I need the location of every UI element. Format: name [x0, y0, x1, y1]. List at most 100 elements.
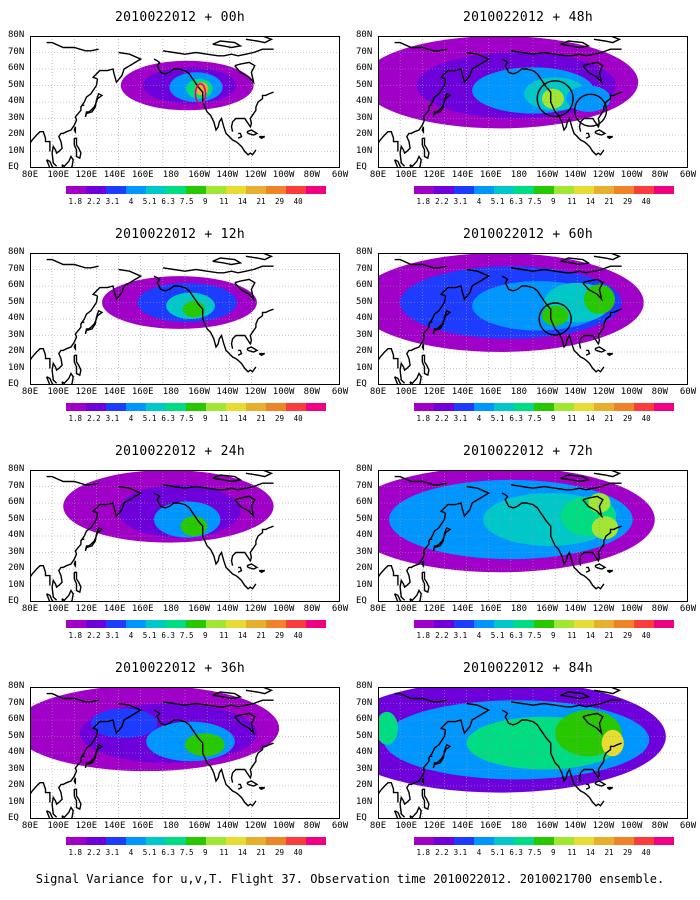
colorbar-label: 3.1	[105, 848, 120, 857]
coastline	[51, 295, 99, 384]
colorbar-label: 5.1	[142, 414, 157, 423]
colorbar-label: 29	[275, 414, 285, 423]
coastline	[582, 712, 604, 736]
colorbar-swatch	[614, 620, 634, 628]
longitude-label: 160W	[188, 821, 210, 831]
variance-contour	[185, 733, 225, 757]
longitude-label: 60W	[331, 604, 349, 614]
colorbar-label: 14	[237, 848, 247, 857]
coastline	[162, 265, 274, 274]
coastline	[594, 780, 607, 787]
longitude-label: 80E	[21, 387, 39, 397]
colorbar-swatch	[534, 403, 554, 411]
variance-map	[378, 36, 688, 168]
colorbar-swatch	[534, 837, 554, 845]
colorbar-swatch	[86, 837, 106, 845]
colorbar-swatch	[614, 186, 634, 194]
colorbar-label: 2.2	[87, 631, 101, 640]
coastline	[212, 40, 243, 49]
colorbar-swatch	[66, 837, 86, 845]
colorbar-label: 3.1	[105, 631, 120, 640]
colorbar-label: 11	[219, 631, 229, 640]
colorbar-label: 40	[293, 631, 303, 640]
longitude-label: 140W	[216, 170, 239, 180]
latitude-label: 10N	[356, 362, 373, 373]
coastline	[585, 566, 591, 573]
coastline	[162, 699, 274, 708]
colorbar-label: 6.3	[509, 414, 523, 423]
latitude-label: 50N	[356, 296, 373, 307]
colorbar-swatch	[514, 403, 534, 411]
colorbar-swatch	[106, 837, 126, 845]
colorbar-swatch	[634, 403, 654, 411]
colorbar-label: 1.8	[416, 414, 431, 423]
longitude-label: 180	[162, 170, 180, 180]
coastline	[61, 806, 74, 819]
coastline	[578, 525, 622, 566]
longitude-label: 160E	[479, 387, 502, 397]
coastline	[421, 354, 430, 377]
map-frame	[30, 687, 340, 819]
colorbar-label: 4	[476, 631, 482, 640]
coastline	[230, 91, 274, 132]
latitude-label: 70N	[8, 46, 25, 57]
coastline	[45, 810, 55, 819]
longitude-label: 180	[162, 387, 180, 397]
map-panel: 2010022012 + 72h 80N 70N 60N 50N 40N 30N 20N 10N…	[356, 444, 698, 659]
latitude-label: 70N	[356, 263, 373, 274]
longitude-label: 100W	[620, 170, 643, 180]
coastline	[501, 275, 605, 373]
colorbar-label: 5.1	[490, 414, 505, 423]
coastline	[560, 40, 591, 49]
variance-contour	[591, 516, 619, 540]
longitude-label: 140E	[451, 170, 474, 180]
coastline	[80, 538, 85, 542]
colorbar-swatch	[434, 620, 454, 628]
latitude-label: EQ	[356, 596, 367, 606]
colorbar-swatch	[66, 620, 86, 628]
colorbar-swatch	[86, 403, 106, 411]
latitude-label: 10N	[8, 579, 25, 590]
coastline	[153, 58, 257, 156]
coastline	[510, 482, 622, 491]
coastline	[582, 278, 604, 302]
coastline	[439, 485, 491, 518]
colorbar	[66, 620, 326, 628]
latitude-label: 50N	[356, 513, 373, 524]
latitude-label: 80N	[8, 30, 25, 40]
colorbar-swatch	[266, 837, 286, 845]
colorbar-label: 1.8	[416, 631, 431, 640]
longitude-label: 80E	[369, 604, 387, 614]
colorbar-swatch	[634, 186, 654, 194]
coastline	[91, 268, 143, 301]
colorbar-label: 6.3	[161, 631, 175, 640]
coastline	[51, 512, 99, 601]
latitude-label: 70N	[8, 697, 25, 708]
coastline	[46, 258, 99, 269]
map-frame	[378, 253, 688, 385]
panel-title: 2010022012 + 84h	[462, 661, 594, 676]
colorbar-swatch	[594, 620, 614, 628]
colorbar-label: 7.5	[179, 197, 194, 206]
colorbar	[414, 837, 674, 845]
coastline	[399, 78, 447, 167]
colorbar-swatch	[246, 620, 266, 628]
colorbar-swatch	[494, 837, 514, 845]
coastline	[393, 593, 403, 602]
colorbar-swatch	[414, 837, 434, 845]
colorbar-label: 5.1	[142, 631, 157, 640]
colorbar-label: 6.3	[161, 414, 175, 423]
colorbar-swatch	[226, 620, 246, 628]
colorbar-label: 4	[476, 848, 482, 857]
colorbar-label: 21	[256, 848, 266, 857]
longitude-label: 160W	[188, 387, 210, 397]
coastline	[91, 51, 143, 84]
longitude-label: 140W	[216, 387, 239, 397]
coastline	[237, 783, 243, 790]
colorbar-label: 11	[219, 414, 229, 423]
colorbar-swatch	[146, 620, 166, 628]
longitude-label: 100E	[47, 387, 70, 397]
colorbar-label: 14	[237, 414, 247, 423]
coastline	[593, 253, 622, 261]
longitude-label: 160W	[536, 604, 558, 614]
